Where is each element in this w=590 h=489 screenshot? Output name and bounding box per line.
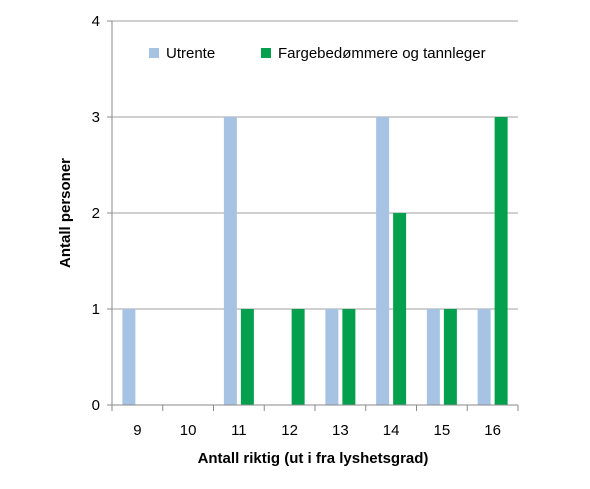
x-tick-label-9: 9 — [133, 422, 141, 439]
bar-series0-16 — [477, 309, 491, 405]
bar-series0-14 — [376, 117, 390, 405]
y-tick-label-0: 0 — [92, 397, 100, 414]
bar-series1-12 — [291, 309, 305, 405]
y-tick-label-2: 2 — [92, 205, 100, 222]
legend-swatch-fargebedommere — [261, 48, 271, 58]
gridlines — [112, 20, 518, 310]
x-tick-label-12: 12 — [281, 422, 298, 439]
y-tick-label-4: 4 — [92, 13, 100, 30]
y-tick-labels: 0 1 2 3 4 — [92, 13, 100, 414]
x-tick-label-13: 13 — [332, 422, 349, 439]
bar-series0-11 — [223, 117, 237, 405]
bars — [122, 117, 508, 405]
x-tick-labels: 9 10 11 12 13 14 15 16 — [133, 422, 501, 439]
y-axis-title: Antall personer — [57, 158, 74, 268]
bar-series1-11 — [240, 309, 254, 405]
legend-label-utrente: Utrente — [166, 45, 215, 62]
x-axis-title: Antall riktig (ut i fra lyshetsgrad) — [198, 450, 429, 467]
x-tick-label-16: 16 — [484, 422, 501, 439]
bar-series1-14 — [393, 213, 407, 405]
legend-label-fargebedommere: Fargebedømmere og tannleger — [278, 45, 486, 62]
x-tick-label-15: 15 — [434, 422, 451, 439]
x-tick-label-11: 11 — [231, 422, 247, 439]
bar-series0-9 — [122, 309, 136, 405]
bar-series1-15 — [443, 309, 457, 405]
bar-series0-13 — [325, 309, 339, 405]
legend: Utrente Fargebedømmere og tannleger — [149, 45, 486, 62]
x-tick-label-14: 14 — [383, 422, 400, 439]
bar-series0-15 — [426, 309, 440, 405]
bar-series1-13 — [342, 309, 356, 405]
axes — [107, 20, 519, 411]
y-tick-label-1: 1 — [92, 301, 100, 318]
y-tick-label-3: 3 — [92, 109, 100, 126]
legend-swatch-utrente — [149, 48, 159, 58]
x-tick-label-10: 10 — [180, 422, 197, 439]
bar-series1-16 — [494, 117, 508, 405]
